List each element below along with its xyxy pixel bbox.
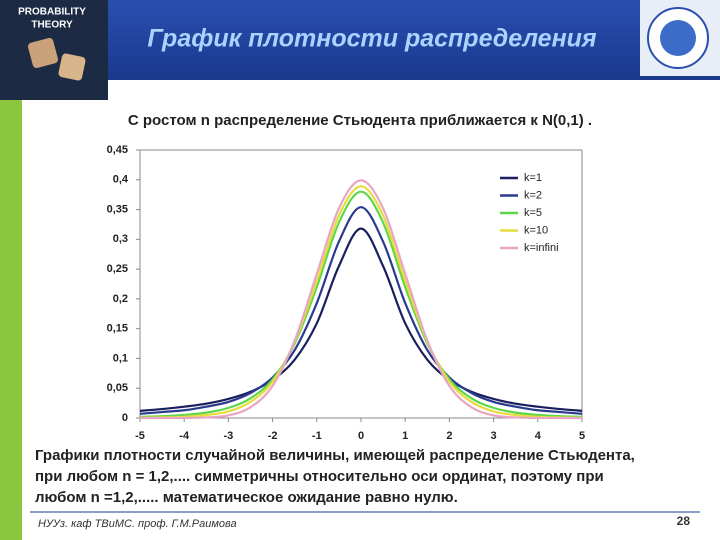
body-text: при любом n = 1,2,.... симметричны относ… <box>35 468 604 485</box>
badge-text: THEORY <box>31 20 73 31</box>
body-text: любом n =1,2,..... математическое ожидан… <box>35 489 458 506</box>
dice <box>27 37 59 69</box>
subtitle: С ростом n распределение Стьюдента прибл… <box>128 112 592 129</box>
legend-label: k=2 <box>524 189 542 201</box>
x-tick-label: 3 <box>491 430 497 442</box>
y-tick-label: 0 <box>122 412 128 424</box>
x-tick-label: -4 <box>179 430 190 442</box>
x-tick-label: 4 <box>535 430 542 442</box>
series-line <box>139 227 583 412</box>
y-tick-label: 0,3 <box>113 233 128 245</box>
side-bar <box>0 0 22 540</box>
y-tick-label: 0,45 <box>107 144 128 156</box>
body-text: Графики плотности случайной величины, им… <box>35 447 635 464</box>
x-tick-label: -5 <box>135 430 145 442</box>
x-tick-label: 1 <box>402 430 408 442</box>
badge-text: PROBABILITY <box>18 7 86 18</box>
x-tick-label: -1 <box>312 430 322 442</box>
y-tick-label: 0,1 <box>113 352 128 364</box>
x-tick-label: 5 <box>579 430 585 442</box>
header-rule <box>108 76 720 80</box>
x-tick-label: -2 <box>268 430 278 442</box>
series-line <box>139 206 583 415</box>
legend-label: k=infini <box>524 242 559 254</box>
y-tick-label: 0,4 <box>113 174 129 186</box>
legend-label: k=5 <box>524 207 542 219</box>
y-tick-label: 0,2 <box>113 293 128 305</box>
x-tick-label: 0 <box>358 430 364 442</box>
x-tick-label: 2 <box>446 430 452 442</box>
series-line <box>139 185 583 419</box>
plot-area <box>139 149 583 419</box>
logo <box>660 20 696 56</box>
y-tick-label: 0,35 <box>107 203 128 215</box>
series-line <box>139 190 583 418</box>
series-line <box>139 179 583 420</box>
slide-title: График плотности распределения <box>147 25 597 53</box>
page-number: 28 <box>677 514 691 528</box>
y-tick-label: 0,05 <box>107 382 128 394</box>
y-tick-label: 0,15 <box>107 323 128 335</box>
dice <box>58 53 86 81</box>
x-tick-label: -3 <box>224 430 234 442</box>
legend-label: k=1 <box>524 172 542 184</box>
y-tick-label: 0,25 <box>107 263 128 275</box>
legend-label: k=10 <box>524 224 548 236</box>
header-band <box>108 0 640 76</box>
footer-author: НУУз. каф ТВиМС. проф. Г.М.Раимова <box>38 518 237 530</box>
